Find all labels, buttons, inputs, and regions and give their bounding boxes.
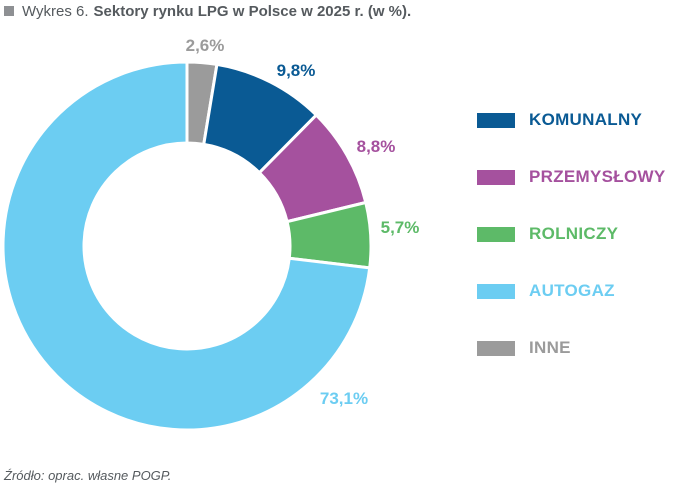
legend-swatch — [477, 340, 515, 356]
legend-label: ROLNICZY — [529, 224, 619, 243]
legend-item-inne: INNE — [477, 336, 571, 360]
legend-swatch — [477, 283, 515, 299]
legend-label: AUTOGAZ — [529, 281, 615, 300]
slice-label-rolniczy: 5,7% — [381, 218, 420, 237]
legend-swatch — [477, 112, 515, 128]
legend-swatch — [477, 226, 515, 242]
legend-item-autogaz: AUTOGAZ — [477, 279, 615, 303]
chart-header: Wykres 6. Sektory rynku LPG w Polsce w 2… — [4, 0, 411, 22]
legend-item-przemysłowy: PRZEMYSŁOWY — [477, 165, 665, 189]
legend-item-rolniczy: ROLNICZY — [477, 222, 618, 246]
figure-number: Wykres 6. — [22, 2, 89, 20]
slice-label-przemysłowy: 8,8% — [357, 137, 396, 156]
legend-label: INNE — [529, 338, 571, 357]
slice-label-autogaz: 73,1% — [320, 389, 368, 408]
donut-slices — [1, 60, 373, 432]
legend-swatch — [477, 169, 515, 185]
source-note: Źródło: oprac. własne POGP. — [4, 468, 172, 483]
legend-label: PRZEMYSŁOWY — [529, 167, 666, 186]
donut-labels: 2,6% 9,8% 8,8% 5,7% 73,1% — [186, 36, 420, 408]
slice-label-inne: 2,6% — [186, 36, 225, 55]
legend-item-komunalny: KOMUNALNY — [477, 108, 642, 132]
slice-label-komunalny: 9,8% — [277, 61, 316, 80]
chart-title: Sektory rynku LPG w Polsce w 2025 r. (w … — [93, 2, 412, 20]
slice-autogaz — [1, 60, 372, 432]
title-marker-square — [4, 6, 14, 16]
legend-label: KOMUNALNY — [529, 110, 643, 129]
